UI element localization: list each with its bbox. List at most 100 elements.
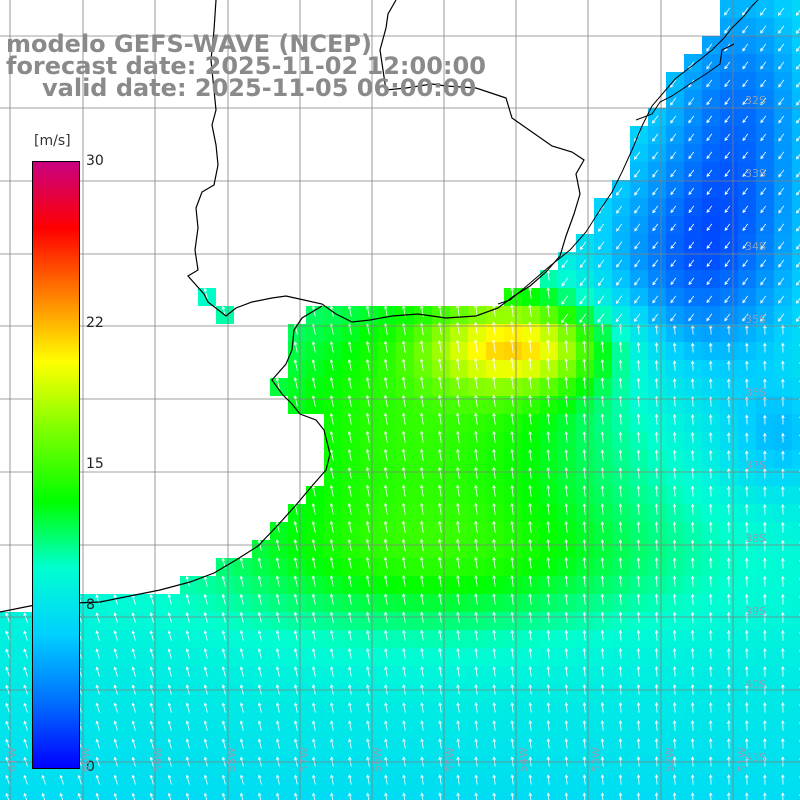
wind-arrow bbox=[149, 792, 154, 800]
wind-arrow bbox=[474, 629, 478, 641]
wind-arrow bbox=[616, 259, 623, 268]
wind-arrow bbox=[654, 720, 659, 731]
wind-arrow bbox=[781, 611, 785, 623]
wind-arrow bbox=[456, 665, 460, 677]
wind-arrow bbox=[384, 629, 388, 641]
wind-arrow bbox=[745, 720, 749, 731]
lon-label: 57W bbox=[298, 747, 311, 772]
wind-arrow bbox=[600, 340, 605, 353]
wind-arrow bbox=[688, 241, 695, 249]
wind-arrow bbox=[474, 502, 478, 515]
wind-arrow bbox=[365, 358, 370, 371]
wind-arrow bbox=[742, 115, 749, 124]
wind-arrow bbox=[708, 539, 713, 551]
wind-cell bbox=[792, 306, 800, 324]
wind-arrow bbox=[203, 287, 208, 299]
wind-arrow bbox=[636, 792, 641, 800]
wind-arrow bbox=[582, 395, 587, 407]
wind-arrow bbox=[293, 593, 298, 605]
wind-arrow bbox=[456, 502, 460, 515]
wind-arrow bbox=[510, 647, 515, 659]
valid-date: valid date: 2025-11-05 06:00:00 bbox=[42, 74, 477, 102]
wind-arrow bbox=[690, 738, 695, 749]
wind-arrow bbox=[745, 342, 749, 353]
wind-arrow bbox=[167, 720, 172, 731]
wind-cell bbox=[450, 792, 468, 800]
wind-cell bbox=[792, 270, 800, 288]
wind-arrow bbox=[763, 503, 767, 515]
wind-cell bbox=[792, 54, 800, 72]
wind-arrow bbox=[582, 322, 587, 335]
wind-arrow bbox=[257, 738, 262, 749]
wind-arrow bbox=[652, 133, 659, 142]
wind-arrow bbox=[59, 774, 64, 785]
wind-arrow bbox=[618, 611, 623, 623]
wind-arrow bbox=[690, 378, 695, 389]
wind-arrow bbox=[510, 593, 514, 605]
wind-arrow bbox=[652, 205, 659, 214]
wind-arrow bbox=[618, 413, 623, 425]
wind-arrow bbox=[347, 484, 352, 497]
wind-arrow bbox=[760, 79, 767, 88]
wind-arrow bbox=[636, 485, 641, 497]
wind-arrow bbox=[742, 169, 749, 178]
wind-arrow bbox=[763, 450, 767, 461]
wind-arrow bbox=[708, 485, 713, 497]
wind-cell bbox=[792, 486, 800, 504]
wind-arrow bbox=[402, 629, 406, 641]
wind-arrow bbox=[221, 720, 226, 731]
wind-arrow bbox=[293, 359, 298, 371]
wind-arrow bbox=[546, 520, 550, 533]
wind-arrow bbox=[690, 792, 695, 800]
wind-cell bbox=[792, 162, 800, 180]
wind-arrow bbox=[402, 611, 406, 623]
wind-arrow bbox=[275, 593, 280, 605]
wind-arrow bbox=[708, 738, 713, 749]
wind-arrow bbox=[796, 99, 800, 106]
wind-arrow bbox=[438, 611, 442, 623]
wind-cell bbox=[522, 792, 540, 800]
wind-arrow bbox=[456, 484, 460, 497]
wind-arrow bbox=[706, 241, 713, 249]
wind-arrow bbox=[726, 557, 731, 569]
wind-arrow bbox=[528, 702, 533, 713]
wind-arrow bbox=[760, 187, 767, 196]
wind-arrow bbox=[438, 394, 442, 407]
wind-arrow bbox=[221, 738, 226, 749]
wind-arrow bbox=[546, 792, 551, 800]
wind-arrow bbox=[618, 738, 623, 749]
wind-arrow bbox=[510, 611, 514, 623]
wind-arrow bbox=[131, 738, 136, 749]
wind-arrow bbox=[726, 575, 731, 587]
wind-arrow bbox=[672, 738, 677, 749]
wind-arrow bbox=[708, 557, 713, 569]
wind-arrow bbox=[528, 611, 533, 623]
wind-cell bbox=[486, 792, 504, 800]
wind-arrow bbox=[618, 467, 623, 479]
wind-arrow bbox=[763, 738, 767, 749]
wind-arrow bbox=[510, 629, 514, 641]
wind-arrow bbox=[781, 666, 785, 677]
wind-arrow bbox=[636, 324, 641, 335]
wind-arrow bbox=[257, 593, 262, 605]
wind-arrow bbox=[365, 394, 370, 407]
wind-arrow bbox=[347, 557, 352, 569]
wind-arrow bbox=[564, 556, 569, 569]
wind-arrow bbox=[401, 358, 406, 371]
wind-arrow bbox=[131, 666, 136, 677]
wind-arrow bbox=[708, 575, 713, 587]
wind-arrow bbox=[438, 304, 442, 317]
wind-arrow bbox=[763, 342, 767, 353]
wind-arrow bbox=[95, 594, 100, 605]
wind-arrow bbox=[706, 223, 713, 231]
wind-arrow bbox=[185, 666, 190, 677]
wind-arrow bbox=[330, 666, 334, 677]
wind-arrow bbox=[275, 629, 280, 641]
wind-arrow bbox=[546, 339, 550, 354]
wind-arrow bbox=[618, 521, 623, 533]
wind-cell bbox=[144, 792, 162, 800]
wind-arrow bbox=[510, 357, 514, 372]
wind-cell bbox=[180, 792, 198, 800]
wind-arrow bbox=[366, 720, 370, 731]
wind-arrow bbox=[420, 556, 424, 569]
